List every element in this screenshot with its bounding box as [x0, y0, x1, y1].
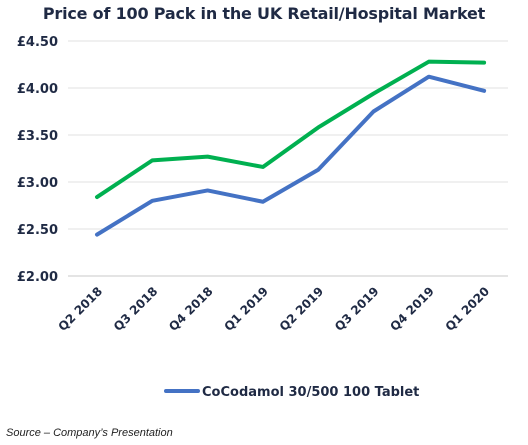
y-tick-label: £3.50 [17, 129, 58, 144]
legend-label: CoCodamol 30/500 100 Tablet [202, 385, 419, 400]
source-note: Source – Company’s Presentation [6, 427, 173, 439]
y-tick-label: £4.50 [17, 35, 58, 50]
chart-title: Price of 100 Pack in the UK Retail/Hospi… [42, 4, 486, 23]
x-tick-label: Q1 2019 [221, 284, 271, 334]
x-tick-label: Q1 2020 [443, 284, 493, 334]
y-tick-label: £3.00 [17, 176, 58, 191]
series-line [95, 74, 487, 237]
gridlines [68, 40, 508, 277]
x-tick-label: Q2 2018 [56, 284, 106, 334]
y-tick-label: £2.50 [17, 223, 58, 238]
series-line [95, 59, 487, 200]
y-tick-label: £4.00 [17, 82, 58, 97]
y-axis-ticks: £2.00 £2.50 £3.00 £3.50 £4.00 £4.50 [17, 35, 58, 285]
legend: CoCodamol 30/500 100 Tablet [164, 385, 419, 400]
x-tick-label: Q3 2019 [332, 284, 382, 334]
x-tick-label: Q4 2018 [166, 284, 216, 334]
x-tick-label: Q3 2018 [111, 284, 161, 334]
x-axis-ticks: Q2 2018 Q3 2018 Q4 2018 Q1 2019 Q2 2019 Q3 20… [56, 284, 493, 334]
x-tick-label: Q2 2019 [277, 284, 327, 334]
x-tick-label: Q4 2019 [387, 284, 437, 334]
series-lines [95, 59, 487, 237]
y-tick-label: £2.00 [17, 270, 58, 285]
